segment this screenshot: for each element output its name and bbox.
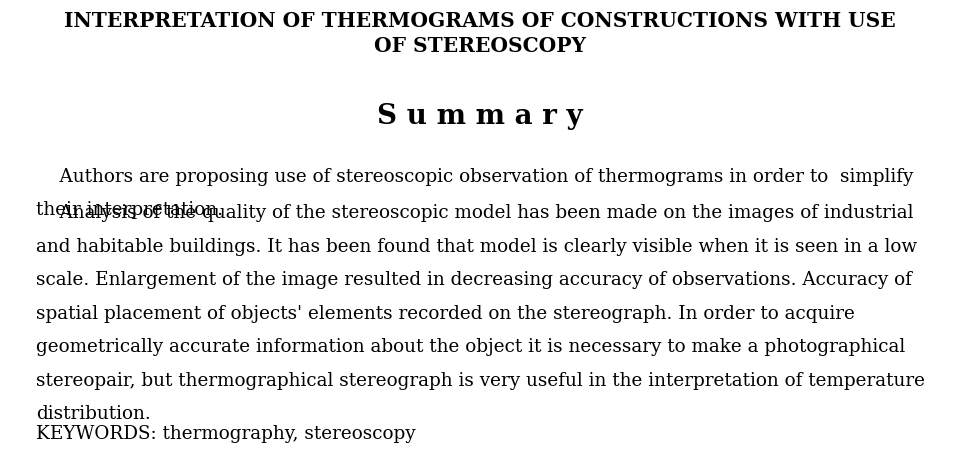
Text: S u m m a r y: S u m m a r y bbox=[377, 103, 582, 130]
Text: distribution.: distribution. bbox=[36, 405, 152, 423]
Text: and habitable buildings. It has been found that model is clearly visible when it: and habitable buildings. It has been fou… bbox=[36, 238, 918, 256]
Text: stereopair, but thermographical stereograph is very useful in the interpretation: stereopair, but thermographical stereogr… bbox=[36, 372, 925, 390]
Text: Analysis of the quality of the stereoscopic model has been made on the images of: Analysis of the quality of the stereosco… bbox=[36, 204, 914, 222]
Text: their interpretation.: their interpretation. bbox=[36, 201, 223, 219]
Text: scale. Enlargement of the image resulted in decreasing accuracy of observations.: scale. Enlargement of the image resulted… bbox=[36, 271, 912, 289]
Text: geometrically accurate information about the object it is necessary to make a ph: geometrically accurate information about… bbox=[36, 338, 905, 356]
Text: Authors are proposing use of stereoscopic observation of thermograms in order to: Authors are proposing use of stereoscopi… bbox=[36, 168, 914, 185]
Text: spatial placement of objects' elements recorded on the stereograph. In order to : spatial placement of objects' elements r… bbox=[36, 305, 855, 323]
Text: KEYWORDS: thermography, stereoscopy: KEYWORDS: thermography, stereoscopy bbox=[36, 425, 416, 442]
Text: INTERPRETATION OF THERMOGRAMS OF CONSTRUCTIONS WITH USE
OF STEREOSCOPY: INTERPRETATION OF THERMOGRAMS OF CONSTRU… bbox=[63, 11, 896, 56]
